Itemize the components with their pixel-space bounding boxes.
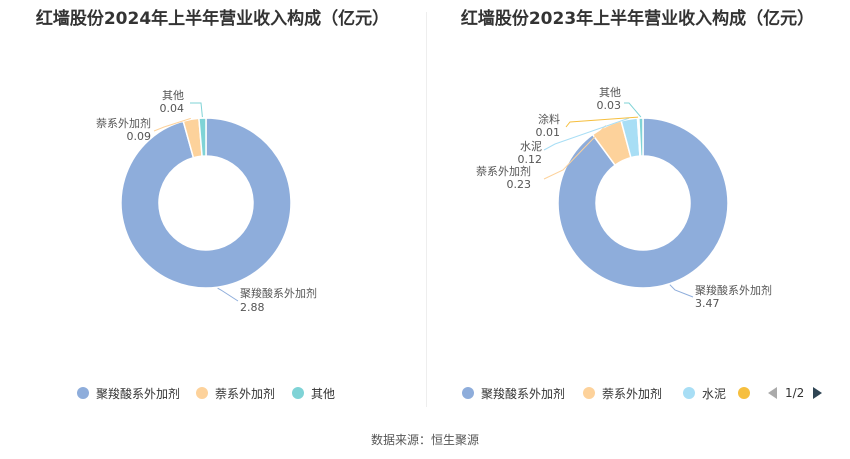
legend-item[interactable]: 萘系外加剂 (196, 384, 275, 402)
pie-slice[interactable] (120, 117, 292, 289)
legend-label: 其他 (311, 386, 336, 401)
legend-marker-icon (77, 387, 89, 399)
label-leader-line (190, 102, 203, 118)
legend-item[interactable]: 其他 (292, 384, 335, 402)
slice-value-label: 0.03 (597, 99, 622, 112)
legend-marker-icon (462, 387, 474, 399)
legend-2024: 聚羧酸系外加剂 萘系外加剂 其他 (0, 384, 425, 402)
legend-item[interactable]: 水泥 (683, 384, 726, 402)
slice-value-label: 0.04 (160, 102, 185, 115)
slice-category-label: 萘系外加剂 (96, 116, 151, 130)
label-leader-line (153, 117, 191, 132)
label-leader-line (669, 284, 694, 298)
slice-category-label: 其他 (599, 86, 621, 99)
legend-label: 萘系外加剂 (602, 386, 663, 401)
slice-category-label: 聚羧酸系外加剂 (240, 286, 317, 300)
legend-label: 萘系外加剂 (215, 386, 276, 401)
legend-label: 聚羧酸系外加剂 (96, 386, 181, 401)
slice-value-label: 0.12 (518, 153, 543, 166)
legend-item[interactable]: 萘系外加剂 (583, 384, 662, 402)
label-leader-line (217, 287, 239, 302)
legend-marker-icon (683, 387, 695, 399)
slice-value-label: 2.88 (240, 301, 265, 314)
legend-marker-icon (196, 387, 208, 399)
legend-item[interactable]: 聚羧酸系外加剂 (462, 384, 565, 402)
legend-next-page-icon[interactable] (813, 387, 823, 399)
label-leader-line (624, 102, 642, 118)
slice-category-label: 萘系外加剂 (476, 164, 531, 178)
slice-category-label: 聚羧酸系外加剂 (695, 283, 772, 297)
slice-value-label: 0.09 (127, 130, 152, 143)
chart-panel-2023: 红墙股份2023年上半年营业收入构成（亿元） 聚羧酸系外加剂 3.47 萘系外加剂 0… (425, 0, 850, 410)
legend-item[interactable] (738, 384, 757, 402)
slice-category-label: 涂料 (538, 112, 560, 126)
chart-panel-2024: 红墙股份2024年上半年营业收入构成（亿元） 聚羧酸系外加剂 2.88 萘系外加剂 0… (0, 0, 425, 410)
slice-value-label: 3.47 (695, 297, 720, 310)
legend-page-indicator: 1/2 (785, 386, 805, 400)
slice-value-label: 0.23 (507, 178, 532, 191)
label-leader-line (543, 125, 607, 180)
pie-slice[interactable] (638, 117, 644, 157)
legend-2023: 聚羧酸系外加剂 萘系外加剂 水泥 (425, 384, 850, 402)
legend-prev-page-icon[interactable] (768, 387, 777, 399)
label-leader-line (565, 116, 639, 128)
legend-label: 水泥 (702, 386, 727, 401)
legend-marker-icon (583, 387, 595, 399)
data-source: 数据来源：恒生聚源 (370, 433, 479, 447)
legend-pager: 1/2 (768, 384, 823, 402)
legend-marker-icon (292, 387, 304, 399)
slice-category-label: 水泥 (520, 140, 542, 153)
panel-divider (426, 12, 427, 407)
slice-value-label: 0.01 (536, 126, 561, 139)
chart-title-2024: 红墙股份2024年上半年营业收入构成（亿元） (35, 9, 390, 29)
label-leader-line (543, 117, 630, 151)
pie-slice[interactable] (198, 117, 207, 157)
legend-item[interactable]: 聚羧酸系外加剂 (77, 384, 180, 402)
legend-label: 聚羧酸系外加剂 (481, 386, 566, 401)
legend-marker-icon (738, 387, 750, 399)
slice-category-label: 其他 (162, 89, 184, 102)
pie-slice[interactable] (557, 117, 729, 289)
chart-title-2023: 红墙股份2023年上半年营业收入构成（亿元） (460, 9, 815, 29)
